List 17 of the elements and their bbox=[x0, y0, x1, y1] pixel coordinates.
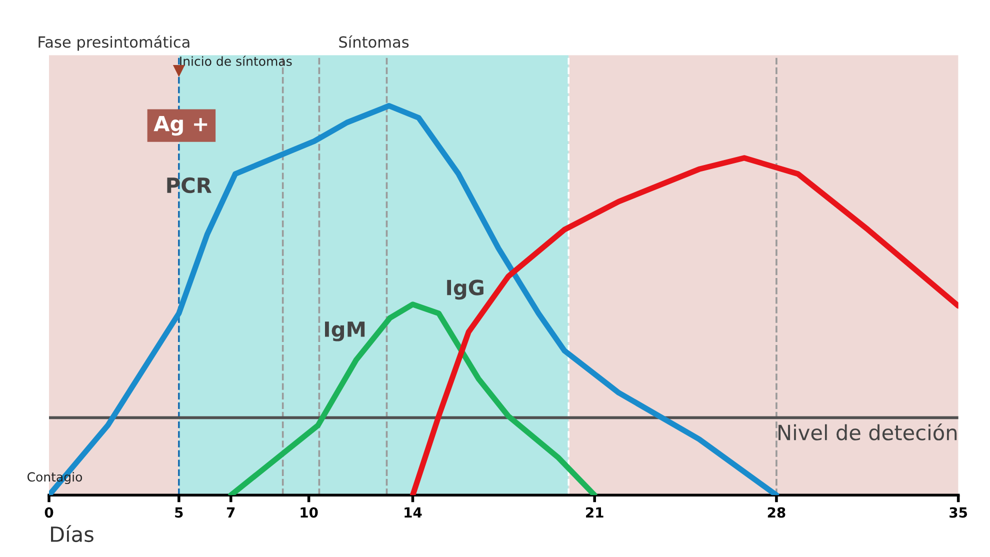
x-axis-title: Días bbox=[51, 525, 94, 542]
band-label: Síntomas bbox=[339, 35, 409, 48]
x-tick-label: 5 bbox=[175, 507, 183, 518]
x-tick-label: 0 bbox=[44, 507, 54, 518]
x-tick-label: 14 bbox=[404, 507, 422, 518]
series-label: IgM bbox=[325, 322, 365, 342]
x-tick-label: 35 bbox=[950, 507, 968, 518]
ref-line-label: Inicio de síntomas bbox=[180, 56, 292, 66]
series-label: PCR bbox=[167, 177, 212, 194]
annotation: Ag + bbox=[154, 116, 208, 136]
x-tick-label: 28 bbox=[768, 507, 786, 518]
band-label: Fase presintomática bbox=[38, 35, 190, 51]
ref-line-label: Nivel de deteción bbox=[778, 423, 957, 440]
x-tick-label: 21 bbox=[586, 507, 604, 518]
x-tick-label: 10 bbox=[300, 507, 318, 518]
x-tick-label: 7 bbox=[226, 507, 235, 518]
series-label: IgG bbox=[447, 280, 484, 300]
